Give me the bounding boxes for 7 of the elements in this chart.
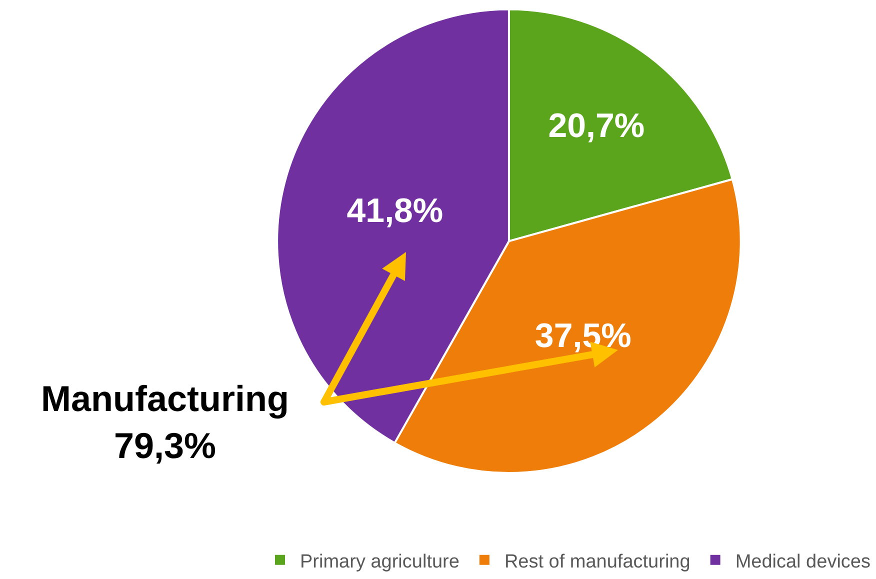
data-label: 20,7% xyxy=(548,107,645,146)
text: Manufacturing 79,3% xyxy=(41,378,289,466)
legend-label: Rest of manufacturing xyxy=(504,551,690,572)
legend-label: Primary agriculture xyxy=(300,551,460,572)
data-label: 37,5% xyxy=(534,317,632,356)
legend-label: Medical devices xyxy=(735,551,870,572)
data-label: 41,8% xyxy=(346,192,444,230)
